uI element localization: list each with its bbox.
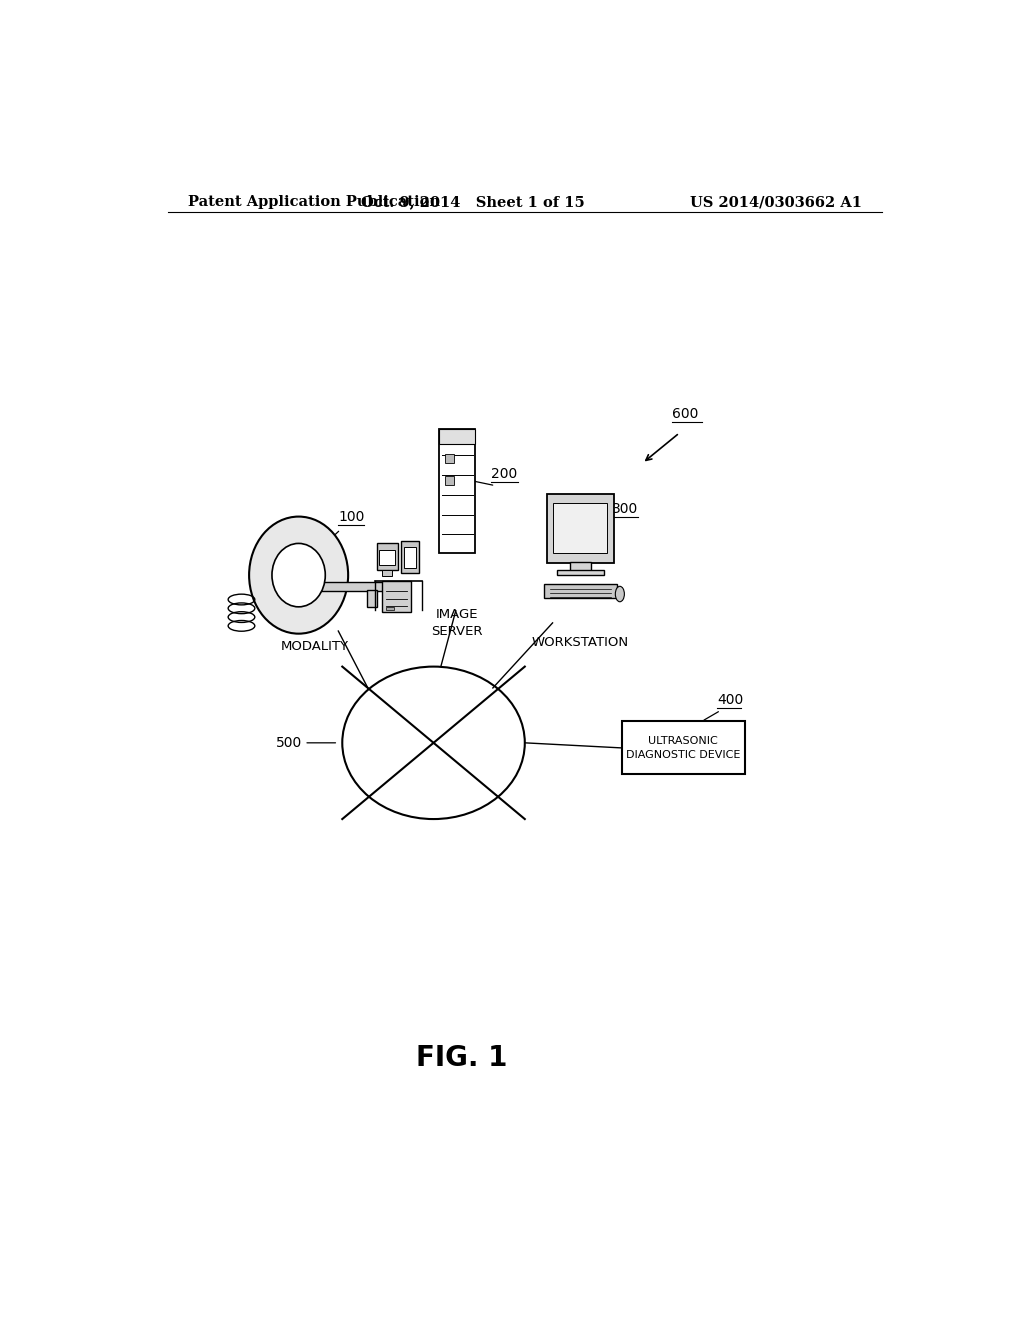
Text: 400: 400 — [717, 693, 743, 708]
Bar — [317, 582, 386, 591]
Text: 200: 200 — [492, 466, 518, 480]
Bar — [379, 549, 395, 565]
Ellipse shape — [272, 544, 326, 607]
Bar — [544, 585, 616, 598]
Bar — [557, 570, 603, 576]
Bar — [386, 607, 394, 610]
Bar — [403, 548, 417, 568]
Ellipse shape — [615, 586, 625, 602]
Text: MODALITY: MODALITY — [281, 640, 348, 653]
Text: Patent Application Publication: Patent Application Publication — [187, 195, 439, 209]
Text: US 2014/0303662 A1: US 2014/0303662 A1 — [690, 195, 862, 209]
Text: Oct. 9, 2014   Sheet 1 of 15: Oct. 9, 2014 Sheet 1 of 15 — [361, 195, 585, 209]
Bar — [444, 454, 454, 463]
Text: 300: 300 — [612, 502, 638, 516]
Bar — [382, 570, 392, 576]
Bar — [401, 541, 419, 573]
Bar — [444, 477, 454, 484]
Bar — [439, 429, 475, 553]
Bar — [553, 503, 607, 553]
Text: 600: 600 — [672, 407, 698, 421]
Text: IMAGE
SERVER: IMAGE SERVER — [431, 607, 483, 638]
Text: ULTRASONIC
DIAGNOSTIC DEVICE: ULTRASONIC DIAGNOSTIC DEVICE — [626, 737, 740, 759]
Text: 500: 500 — [276, 735, 303, 750]
Bar — [382, 582, 411, 611]
Bar — [368, 590, 377, 607]
Bar — [569, 562, 591, 570]
Bar — [439, 429, 475, 445]
Bar — [622, 722, 744, 775]
Bar — [547, 494, 613, 564]
Bar — [377, 544, 397, 570]
Text: WORKSTATION: WORKSTATION — [531, 636, 629, 649]
Text: FIG. 1: FIG. 1 — [416, 1044, 507, 1072]
Text: 100: 100 — [338, 511, 365, 524]
Ellipse shape — [249, 516, 348, 634]
